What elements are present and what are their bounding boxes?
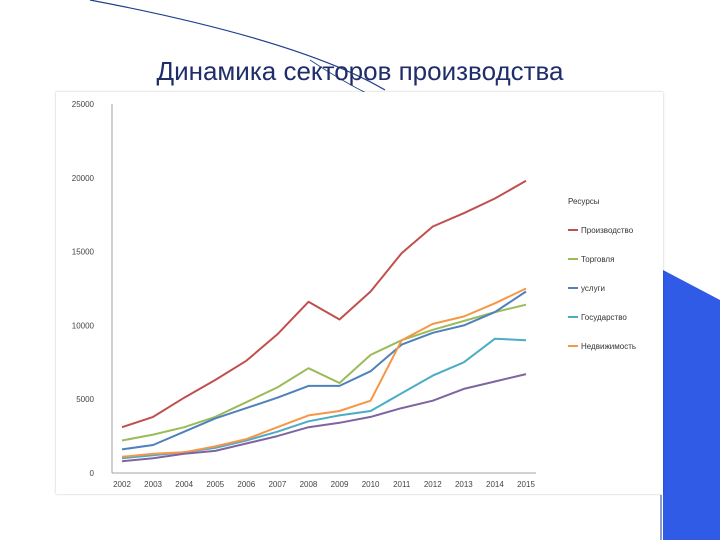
x-tick-label: 2002 [113,480,131,489]
x-tick-label: 2007 [268,480,286,489]
slide-title: Динамика секторов производства [156,56,564,86]
y-tick-label: 10000 [72,321,95,330]
accent-shape [663,270,720,540]
series-line [121,303,527,442]
x-tick-label: 2005 [206,480,224,489]
series-line [121,290,527,451]
y-tick-label: 0 [90,469,95,478]
x-tick-label: 2011 [393,480,411,489]
series-line [121,179,527,429]
x-tick-label: 2008 [300,480,318,489]
legend-label: Государство [581,313,627,322]
y-tick-label: 5000 [76,395,94,404]
y-tick-label: 25000 [72,100,95,109]
legend-label: Производство [581,226,634,235]
legend-label: услуги [581,284,605,293]
series-line [121,287,527,458]
x-tick-label: 2003 [144,480,162,489]
line-chart: 0 5000 10000 15000 20000 25000 2002 2003 2004 200… [72,100,636,489]
series-line [121,373,527,463]
decorative-arc [89,0,386,91]
x-tick-label: 2006 [237,480,255,489]
legend-title: Ресурсы [568,197,600,206]
x-tick-label: 2004 [175,480,193,489]
x-tick-label: 2015 [517,480,535,489]
y-tick-label: 15000 [72,248,95,257]
x-tick-label: 2010 [362,480,380,489]
x-tick-label: 2014 [486,480,504,489]
x-tick-label: 2012 [424,480,442,489]
x-tick-label: 2013 [455,480,473,489]
chart-panel: 0 5000 10000 15000 20000 25000 2002 2003 2004 200… [56,92,663,494]
legend-label: Торговля [581,255,614,264]
x-tick-label: 2009 [331,480,349,489]
y-tick-label: 20000 [72,174,95,183]
legend-label: Недвижимость [581,342,636,351]
